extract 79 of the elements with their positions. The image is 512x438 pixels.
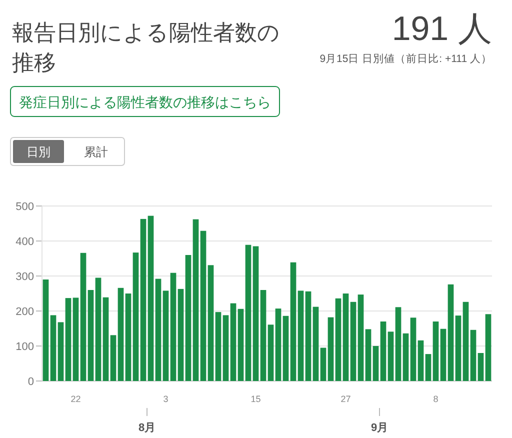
bar: [215, 312, 222, 381]
bar: [402, 333, 409, 381]
bar: [395, 307, 402, 381]
y-tick-label: 300: [16, 271, 34, 283]
bar: [418, 340, 424, 381]
x-tick-label: 27: [340, 394, 351, 404]
bar: [372, 346, 379, 381]
bar: [462, 302, 469, 381]
x-tick-label: 22: [70, 394, 81, 404]
bar: [425, 354, 432, 381]
text: 日別: [26, 145, 50, 159]
chart-title: 報告日別による陽性者数の推移: [12, 20, 280, 75]
bar: [358, 294, 364, 381]
bar: [432, 322, 439, 381]
bar: [58, 322, 64, 381]
x-tick-label: 3: [163, 394, 168, 404]
y-tick-label: 100: [16, 341, 34, 353]
bar: [148, 216, 154, 381]
x-tick-label: 8: [433, 394, 438, 404]
bar: [350, 302, 356, 381]
bar: [65, 298, 72, 381]
bar: [298, 290, 304, 381]
bar: [470, 330, 476, 381]
bar: [208, 265, 214, 381]
bar: [485, 314, 492, 381]
bar: [305, 291, 312, 381]
y-tick-label: 400: [16, 236, 34, 248]
bar: [155, 278, 162, 381]
bar: [268, 324, 274, 381]
bar: [275, 308, 282, 381]
bar: [95, 278, 102, 381]
text: 9月15日 日別値（前日比: +111 人）: [320, 52, 492, 65]
bar: [260, 290, 266, 381]
bar: [290, 262, 296, 381]
bar: [448, 284, 454, 381]
bar: [132, 252, 139, 381]
bar: [125, 294, 132, 381]
bar: [102, 297, 109, 381]
bar: [42, 280, 49, 381]
bar: [140, 218, 146, 381]
y-tick-label: 200: [16, 306, 34, 318]
y-tick-label: 0: [28, 376, 34, 388]
bar: [282, 316, 289, 381]
bar: [328, 317, 334, 381]
text: 191 人: [392, 10, 492, 48]
bar: [80, 252, 86, 381]
bar: [238, 308, 244, 381]
text: 9月: [370, 422, 388, 434]
bar: [440, 328, 446, 381]
bar: [162, 290, 169, 381]
bar: [72, 298, 79, 381]
bar: [170, 272, 176, 381]
bar: [230, 303, 236, 381]
button: 発症日別による陽性者数の推移はこちら: [10, 86, 280, 117]
bar: [50, 315, 56, 381]
bar: [245, 244, 252, 381]
x-tick-label: 15: [250, 394, 261, 404]
bar: [478, 353, 484, 381]
bar: [342, 294, 349, 381]
bar: [88, 290, 94, 381]
bar: [118, 288, 124, 381]
y-tick-label: 500: [16, 201, 34, 213]
bar: [192, 219, 199, 381]
bar: [455, 316, 462, 381]
bar: [388, 332, 394, 381]
bar: [365, 329, 372, 381]
bar: [410, 318, 416, 381]
bar: [178, 288, 184, 381]
bar: [380, 322, 386, 381]
bar: [320, 348, 326, 381]
bar: [185, 255, 192, 381]
bar: [200, 230, 206, 381]
bar: [222, 315, 229, 381]
bar: [312, 306, 319, 381]
bar: [335, 298, 342, 381]
bar: [252, 246, 259, 381]
bar: [110, 335, 116, 381]
text: 8月: [138, 422, 156, 434]
text: 累計: [84, 145, 108, 159]
